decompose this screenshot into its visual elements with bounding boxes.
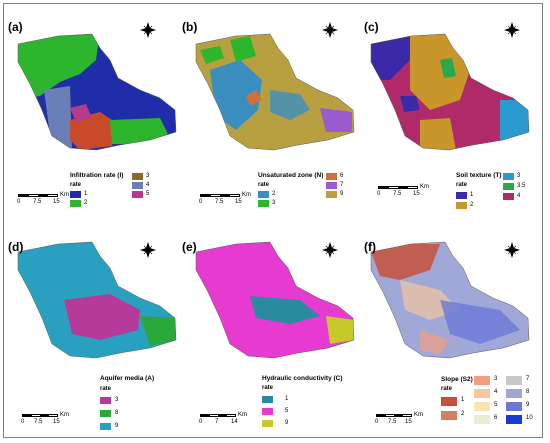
legend-item-label: 3 (494, 376, 498, 382)
north-arrow-icon (322, 22, 338, 38)
legend-item-label: 6 (340, 173, 344, 179)
legend-swatch (506, 376, 522, 385)
legend-item-label: 4 (146, 182, 150, 188)
legend-swatch (132, 191, 143, 198)
legend-swatch (326, 173, 337, 180)
legend-swatch (506, 389, 522, 398)
legend-swatch (132, 173, 143, 180)
legend-swatch (474, 376, 490, 385)
legend-swatch (503, 173, 514, 180)
map-soil-texture (371, 34, 529, 150)
legend-sub: rate (100, 386, 112, 392)
legend-item-label: 9 (340, 191, 344, 197)
legend-swatch (258, 200, 269, 207)
panel-label-c: (c) (364, 20, 379, 34)
map-slope (371, 242, 529, 358)
legend-swatch (262, 408, 273, 415)
legend-item-label: 5 (146, 191, 150, 197)
legend-item-label: 2 (470, 202, 474, 208)
panel-label-d: (d) (8, 240, 24, 254)
legend-swatch (503, 183, 514, 190)
legend-item-label: 3 (272, 200, 276, 206)
panel-label-f: (f) (364, 240, 376, 254)
legend-item-label: 9 (526, 402, 530, 408)
legend-swatch (70, 191, 81, 198)
legend-swatch (262, 420, 273, 427)
legend-item-label: 10 (526, 415, 533, 421)
legend-item-label: 3 (115, 397, 119, 403)
legend-swatch (100, 423, 111, 430)
panel-label-e: (e) (182, 240, 197, 254)
figure-frame (3, 3, 543, 438)
legend-swatch (503, 193, 514, 200)
map-hydraulic-conductivity (196, 242, 354, 358)
legend-item-label: 4 (494, 389, 498, 395)
legend-title: Slope (S2) (441, 376, 473, 383)
legend-swatch (100, 397, 111, 404)
legend-item-label: 7 (526, 376, 530, 382)
legend-item-label: 3 (146, 173, 150, 179)
legend-title: Unsaturated zone (N) (258, 172, 324, 179)
legend-swatch (326, 182, 337, 189)
legend-sub: rate (262, 385, 274, 391)
legend-item-label: 9 (115, 423, 119, 429)
legend-swatch (474, 389, 490, 398)
legend-item-label: 2 (84, 200, 88, 206)
legend-swatch (474, 402, 490, 411)
legend-swatch (456, 202, 467, 209)
map-unsaturated-zone (196, 34, 354, 150)
legend-sub: rate (70, 182, 82, 188)
map-infiltration-rate (18, 34, 176, 150)
legend-swatch (258, 191, 269, 198)
legend-item-label: 6 (494, 415, 498, 421)
legend-swatch (474, 415, 490, 424)
legend-swatch (506, 402, 522, 411)
north-arrow-icon (140, 22, 156, 38)
legend-swatch (262, 396, 273, 403)
panel-label-a: (a) (8, 20, 23, 34)
north-arrow-icon (504, 242, 520, 258)
legend-item-label: 1 (470, 192, 474, 198)
legend-item-label: 8 (526, 389, 530, 395)
legend-title: Soil texture (T) (456, 172, 502, 179)
legend-sub: rate (456, 182, 468, 188)
north-arrow-icon (140, 242, 156, 258)
legend-title: Aquifer media (A) (100, 375, 155, 382)
legend-swatch (100, 410, 111, 417)
legend-item-label: 1 (461, 397, 465, 403)
legend-item-label: 3.5 (517, 183, 526, 189)
legend-swatch (506, 415, 522, 424)
north-arrow-icon (322, 242, 338, 258)
legend-item-label: 2 (461, 411, 465, 417)
legend-sub: rate (441, 386, 453, 392)
legend-item-label: 9 (285, 420, 289, 426)
legend-item-label: 3 (517, 173, 521, 179)
legend-item-label: 5 (285, 408, 289, 414)
legend-item-label: 1 (84, 191, 88, 197)
north-arrow-icon (504, 22, 520, 38)
legend-swatch (326, 191, 337, 198)
legend-item-label: 1 (285, 396, 289, 402)
legend-swatch (70, 200, 81, 207)
legend-item-label: 2 (272, 191, 276, 197)
legend-title: Hydraulic conductivity (C) (262, 375, 343, 382)
legend-swatch (132, 182, 143, 189)
legend-item-label: 4 (517, 193, 521, 199)
legend-sub: rate (258, 182, 270, 188)
legend-swatch (441, 411, 457, 420)
legend-swatch (456, 192, 467, 199)
map-aquifer-media (18, 242, 176, 358)
legend-item-label: 5 (494, 402, 498, 408)
legend-title: Infiltration rate (I) (70, 172, 124, 179)
legend-item-label: 8 (115, 410, 119, 416)
legend-swatch (441, 397, 457, 406)
panel-label-b: (b) (182, 20, 198, 34)
legend-item-label: 7 (340, 182, 344, 188)
